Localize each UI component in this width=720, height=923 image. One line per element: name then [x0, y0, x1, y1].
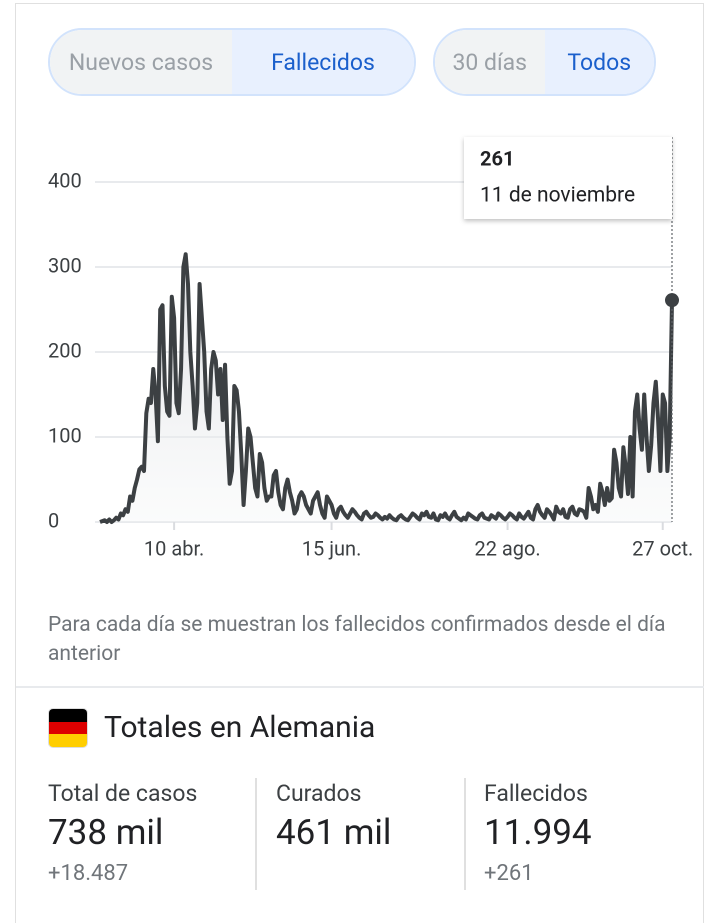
stat-label: Total de casos	[48, 780, 198, 807]
stat-value: 461 mil	[276, 812, 392, 853]
y-tick-label: 200	[48, 338, 82, 362]
range-toggle: 30 días Todos	[433, 28, 656, 96]
tooltip-value: 261	[480, 146, 514, 170]
area	[100, 254, 672, 522]
x-tick-label: 10 abr.	[144, 536, 204, 560]
stat: Fallecidos 11.994 +261	[484, 778, 592, 890]
chart: 0 100 200 300 400 10 abr. 15 jun. 22 ago. 27 oct…	[48, 137, 693, 560]
tooltip-box	[464, 137, 672, 219]
tab-selected[interactable]: Todos	[544, 30, 654, 94]
stat-value: 11.994	[484, 812, 592, 853]
flag	[48, 708, 88, 748]
x-tick-label: 27 oct.	[632, 536, 693, 560]
x-tick-label: 22 ago.	[474, 536, 540, 560]
y-tick-label: 300	[48, 253, 82, 277]
x-tick-label: 15 jun.	[302, 536, 362, 560]
tab[interactable]: Nuevos casos	[50, 30, 232, 94]
tooltip: 261 11 de noviembre	[464, 137, 672, 219]
tab[interactable]: 30 días	[435, 30, 545, 94]
y-tick-label: 100	[48, 423, 82, 447]
line	[99, 252, 674, 524]
tooltip-date: 11 de noviembre	[480, 184, 635, 208]
stat-value: 738 mil	[48, 812, 164, 853]
stat-change: +18.487	[48, 861, 129, 886]
stat: Total de casos 738 mil +18.487	[48, 778, 197, 890]
y-tick-label: 400	[48, 168, 82, 192]
metric-toggle: Nuevos casos Fallecidos	[48, 28, 416, 96]
stat-change: +261	[484, 861, 534, 886]
divider	[464, 778, 466, 890]
stat-label: Curados	[276, 780, 362, 807]
y-tick-label: 0	[48, 508, 59, 532]
divider	[16, 686, 704, 688]
stat: Curados 461 mil	[276, 778, 391, 890]
point	[665, 293, 679, 308]
tab-selected[interactable]: Fallecidos	[232, 30, 414, 94]
totals-title: Totales en Alemania	[104, 710, 376, 745]
chart-note: Para cada día se muestran los fallecidos…	[48, 613, 666, 666]
divider	[255, 778, 257, 890]
card	[15, 3, 704, 923]
stat-label: Fallecidos	[484, 780, 588, 807]
